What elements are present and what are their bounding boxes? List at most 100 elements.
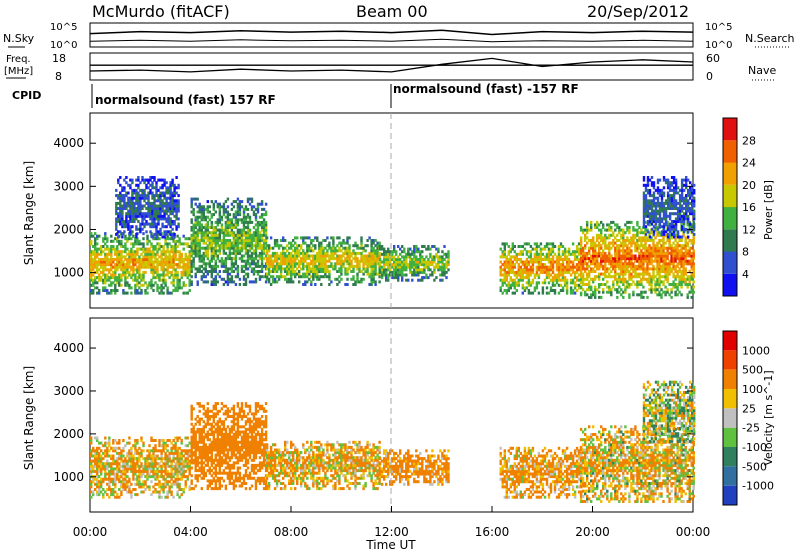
data-cell (596, 254, 599, 258)
data-cell (628, 259, 631, 263)
data-cell (226, 254, 230, 258)
data-cell (689, 201, 692, 205)
data-cell (519, 258, 522, 261)
data-cell (642, 183, 646, 187)
data-cell (348, 257, 351, 261)
data-cell (638, 293, 641, 297)
data-cell (336, 283, 339, 286)
data-cell (620, 280, 623, 284)
data-cell (393, 260, 396, 264)
data-cell (173, 186, 176, 190)
data-cell (196, 233, 199, 237)
data-cell (122, 263, 125, 267)
data-cell (600, 283, 603, 286)
data-cell (322, 267, 325, 271)
data-cell (136, 242, 139, 246)
data-cell (226, 246, 230, 250)
data-cell (104, 255, 107, 259)
data-cell (608, 223, 611, 227)
data-cell (298, 244, 301, 248)
data-cell (238, 249, 242, 253)
data-cell (310, 254, 313, 258)
data-cell (228, 239, 232, 242)
data-cell (269, 264, 273, 268)
data-cell (632, 257, 635, 261)
data-cell (151, 176, 154, 179)
data-cell (222, 251, 226, 255)
data-cell (415, 245, 418, 248)
data-cell (250, 257, 254, 261)
data-cell (161, 225, 164, 229)
data-cell (298, 262, 301, 266)
data-cell (117, 220, 120, 223)
data-cell (346, 257, 349, 261)
data-cell (642, 225, 646, 229)
data-cell (202, 239, 205, 242)
data-cell (354, 241, 357, 245)
data-cell (624, 262, 627, 266)
data-cell (250, 239, 254, 242)
data-cell (689, 196, 692, 200)
data-cell (286, 262, 289, 266)
data-cell (132, 260, 135, 264)
data-cell (159, 178, 162, 182)
data-cell (134, 276, 137, 280)
data-cell (664, 241, 667, 245)
data-cell (115, 222, 118, 226)
data-cell (100, 258, 103, 261)
data-cell (94, 237, 97, 241)
data-cell (212, 233, 215, 237)
data-cell (610, 220, 613, 224)
data-cell (509, 278, 512, 282)
data-cell (160, 268, 163, 272)
data-cell (577, 260, 581, 264)
data-cell (232, 241, 236, 245)
data-cell (210, 267, 213, 271)
data-cell (626, 226, 629, 229)
data-cell (161, 186, 164, 190)
data-cell (648, 204, 652, 208)
data-cell (666, 196, 670, 200)
data-cell (676, 241, 679, 245)
data-cell (630, 259, 633, 263)
data-cell (364, 262, 367, 266)
data-cell (116, 247, 119, 251)
data-cell (417, 258, 420, 261)
data-cell (559, 289, 563, 292)
data-cell (160, 263, 163, 267)
data-cell (279, 270, 283, 273)
data-cell (118, 255, 121, 259)
data-cell (174, 258, 177, 261)
data-cell (527, 273, 531, 277)
data-cell (184, 273, 187, 277)
data-cell (567, 263, 571, 267)
data-cell (395, 258, 398, 261)
data-cell (292, 249, 295, 253)
data-cell (511, 278, 514, 282)
data-cell (98, 258, 101, 261)
data-cell (606, 228, 609, 232)
data-cell (198, 249, 201, 253)
data-cell (668, 262, 671, 266)
data-cell (140, 263, 143, 267)
data-cell (143, 191, 146, 195)
data-cell (250, 241, 254, 245)
data-cell (543, 270, 547, 274)
data-cell (573, 276, 577, 280)
data-cell (596, 262, 599, 266)
data-cell (652, 270, 655, 273)
data-cell (236, 275, 240, 279)
data-cell (196, 228, 199, 232)
data-cell (166, 260, 169, 264)
data-cell (190, 220, 193, 224)
data-cell (391, 258, 394, 261)
data-cell (433, 268, 436, 272)
data-cell (269, 283, 273, 286)
data-cell (604, 233, 607, 237)
data-cell (108, 276, 111, 280)
data-cell (310, 283, 313, 286)
data-cell (543, 255, 547, 259)
data-cell (150, 263, 153, 267)
colorbar-segment (723, 184, 737, 208)
data-cell (188, 260, 191, 264)
